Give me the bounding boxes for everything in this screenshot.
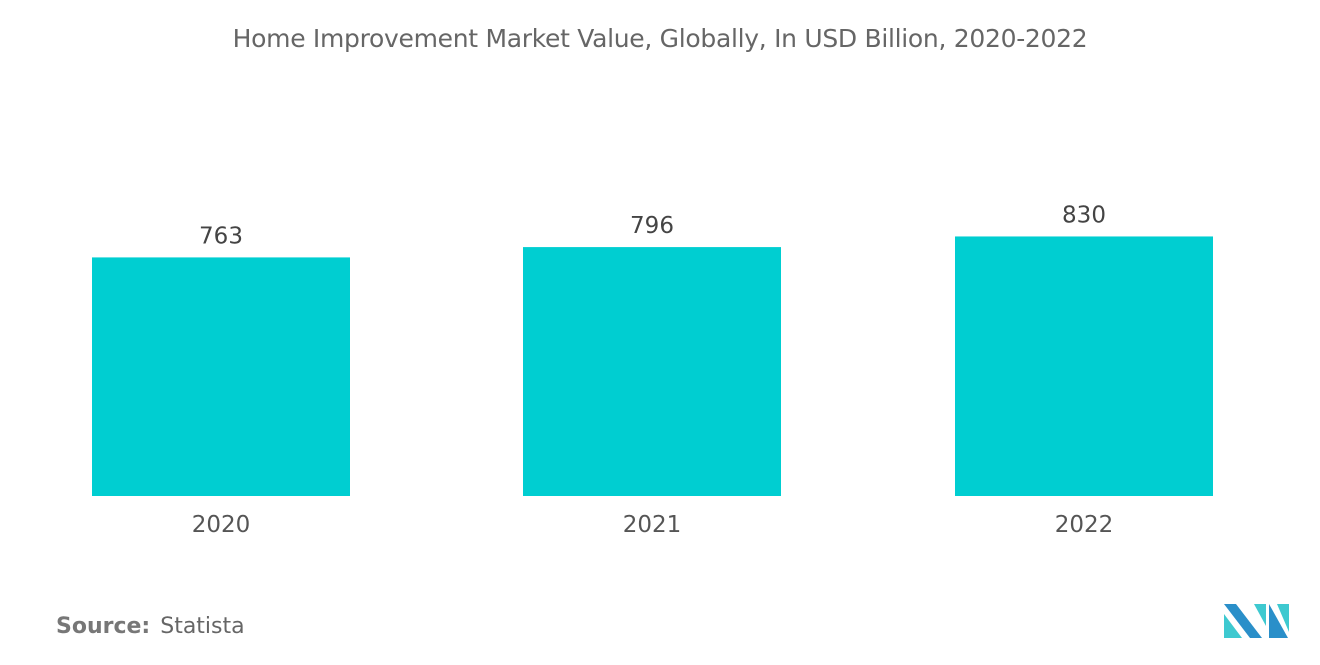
bar-chart: 763 2020 796 2021 830 2022 <box>92 202 1213 538</box>
brand-logo <box>1224 604 1289 638</box>
data-label-2020: 763 <box>199 223 243 249</box>
chart-title: Home Improvement Market Value, Globally,… <box>232 24 1088 53</box>
data-label-2021: 796 <box>630 213 674 239</box>
x-tick-label-2020: 2020 <box>192 512 251 538</box>
source-label: Source: <box>56 614 151 639</box>
bar-2020 <box>92 257 350 496</box>
source-value: Statista <box>160 614 245 639</box>
logo-shape-4 <box>1269 604 1288 638</box>
x-tick-label-2021: 2021 <box>623 512 682 538</box>
logo-shape-5 <box>1277 604 1289 632</box>
logo-shape-1 <box>1224 604 1262 638</box>
logo-shape-2 <box>1224 614 1242 638</box>
logo-shape-3 <box>1254 604 1266 626</box>
x-tick-label-2022: 2022 <box>1055 512 1114 538</box>
source-note: Source: Statista <box>56 614 245 639</box>
bar-2022 <box>955 236 1213 497</box>
data-label-2022: 830 <box>1062 202 1106 228</box>
bar-2021 <box>523 247 781 496</box>
